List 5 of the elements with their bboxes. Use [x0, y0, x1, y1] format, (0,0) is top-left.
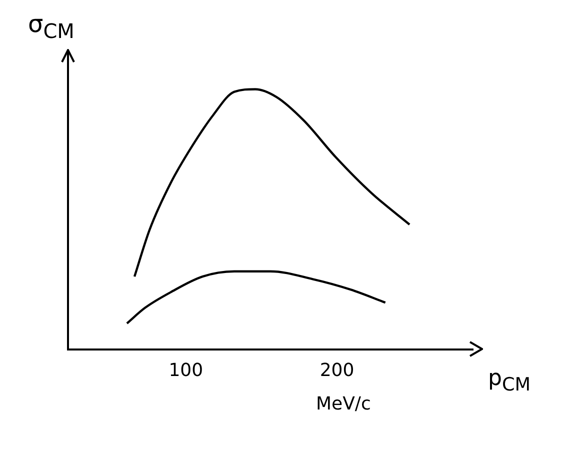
x-tick-label: 100 — [168, 360, 204, 381]
x-axis-title: p$_{CM}$ — [488, 366, 531, 396]
text: MeV/c — [316, 393, 371, 414]
y-axis-title: σ$_{CM}$ — [28, 10, 74, 43]
x-tick-label: 200 — [320, 360, 354, 381]
